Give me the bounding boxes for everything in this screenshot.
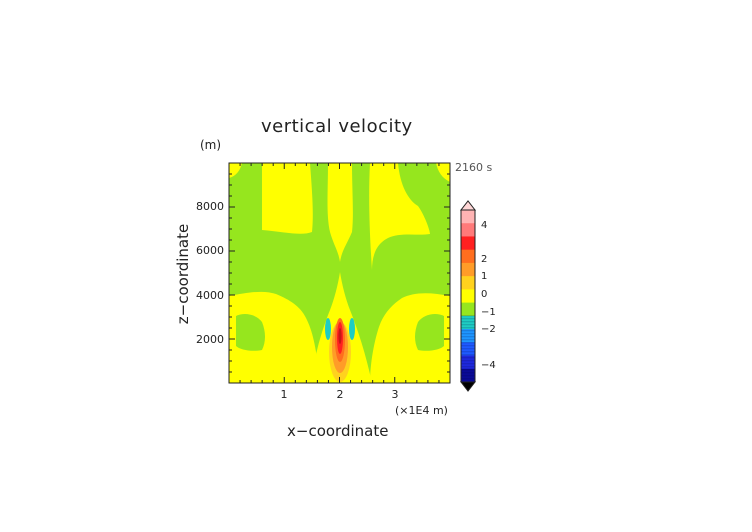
colorbar-tick-label: 4 [481, 220, 488, 231]
downdraft-region [349, 318, 355, 340]
positive-region [369, 163, 430, 270]
colorbar-tick-label: −1 [481, 307, 496, 318]
x-tick-label: 2 [336, 388, 344, 401]
downdraft-region [325, 318, 331, 340]
colorbar-tick-label: 0 [481, 289, 488, 300]
updraft-max [338, 328, 342, 344]
x-tick-label: 3 [391, 388, 399, 401]
contour-field [229, 163, 450, 383]
colorbar-swatch [461, 355, 475, 370]
positive-region [327, 163, 353, 262]
colorbar-swatch [461, 329, 475, 343]
colorbar-tick-label: 2 [481, 254, 488, 265]
colorbar-swatch [461, 236, 475, 251]
x-tick-label: 1 [280, 388, 288, 401]
colorbar-swatch [461, 210, 475, 224]
colorbar-max-arrow [459, 200, 477, 211]
zero-level-region [236, 314, 265, 351]
axis-ticks [228, 162, 450, 384]
colorbar-swatch [461, 276, 475, 290]
y-tick-label: 2000 [196, 333, 224, 346]
positive-region [262, 163, 313, 234]
positive-region [229, 291, 320, 383]
colorbar-swatch [461, 315, 475, 330]
positive-region [229, 163, 242, 178]
y-tick-label: 8000 [196, 200, 224, 213]
time-label: 2160 s [455, 161, 493, 174]
y-tick-label: 4000 [196, 289, 224, 302]
y-unit-label: (m) [200, 138, 222, 152]
x-axis-label: x−coordinate [287, 422, 389, 440]
colorbar-tick-label: −2 [481, 324, 496, 335]
colorbar-tick-label: −4 [481, 360, 496, 371]
colorbar-swatch [461, 223, 475, 237]
colorbar-min-arrow [459, 381, 477, 392]
zero-level-region [415, 314, 444, 351]
y-tick-label: 6000 [196, 244, 224, 257]
chart-title: vertical velocity [261, 116, 413, 137]
x-unit-label: (×1E4 m) [395, 404, 448, 417]
colorbar-tick-label: 1 [481, 271, 488, 282]
colorbar-swatch [461, 289, 475, 304]
colorbar [459, 200, 477, 392]
colorbar-swatch [461, 249, 475, 264]
colorbar-swatch [461, 302, 475, 317]
colorbar-swatch [461, 342, 475, 357]
positive-region [436, 163, 450, 182]
colorbar-swatch [461, 262, 475, 277]
colorbar-swatch [461, 368, 475, 383]
